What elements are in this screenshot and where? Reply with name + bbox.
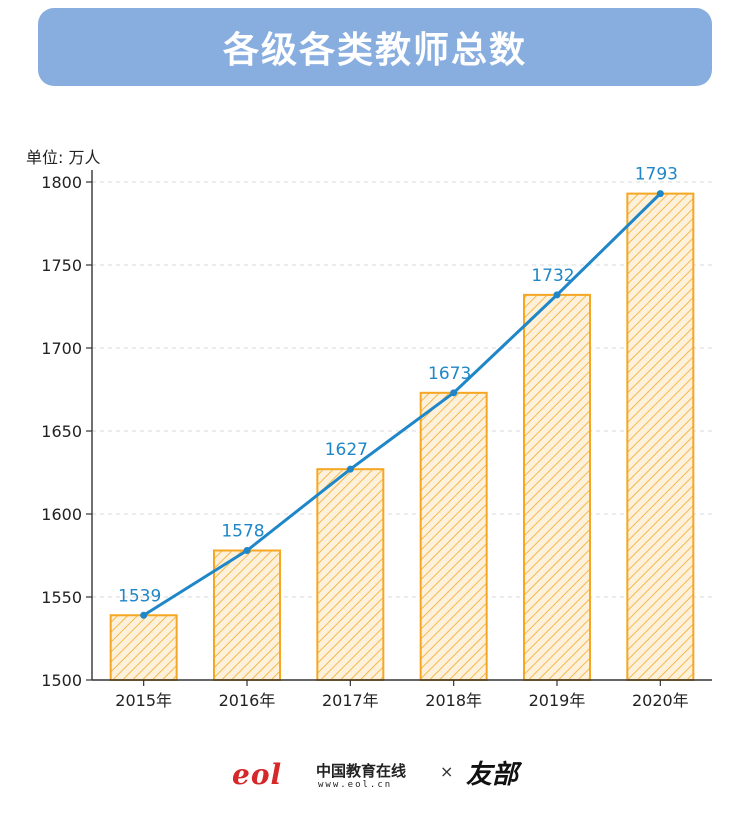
value-label: 1732 <box>531 266 574 286</box>
value-label: 1793 <box>635 165 678 185</box>
value-label: 1578 <box>221 522 264 542</box>
y-axis-ticks: 1500 1550 1600 1650 1700 1750 1800 <box>41 173 92 690</box>
bar <box>626 192 695 681</box>
chart-title: 各级各类教师总数 <box>222 30 527 71</box>
trend-point <box>450 389 458 397</box>
unit-label: 单位: 万人 <box>26 148 101 167</box>
x-tick-label: 2015年 <box>115 691 172 710</box>
bar <box>523 293 591 681</box>
value-label: 1539 <box>118 586 161 606</box>
y-tick-label: 1650 <box>41 422 82 441</box>
bars <box>109 192 695 682</box>
x-tick-label: 2020年 <box>632 691 689 710</box>
trend-polyline <box>142 192 662 617</box>
y-tick-label: 1600 <box>41 505 82 524</box>
footer: eol 中国教育在线 www.eol.cn × 友部 <box>0 748 750 808</box>
bar <box>419 391 488 681</box>
value-label: 1627 <box>325 440 368 460</box>
trend-point <box>656 190 664 198</box>
bar <box>213 549 281 682</box>
trend-point <box>140 611 148 619</box>
y-tick-label: 1750 <box>41 256 82 275</box>
times-sign: × <box>440 762 454 781</box>
y-tick-label: 1800 <box>41 173 82 192</box>
trend-point <box>553 291 561 299</box>
y-tick-label: 1550 <box>41 588 82 607</box>
bar <box>109 614 178 682</box>
partner-logo: 友部 <box>466 760 519 790</box>
org-name: 中国教育在线 <box>316 762 407 780</box>
trend-point <box>346 465 354 473</box>
x-tick-label: 2016年 <box>219 691 276 710</box>
x-tick-label: 2017年 <box>322 691 379 710</box>
y-tick-label: 1500 <box>41 671 82 690</box>
y-tick-label: 1700 <box>41 339 82 358</box>
x-tick-label: 2019年 <box>529 691 586 710</box>
eol-logo: eol <box>232 758 283 791</box>
grid-lines <box>92 181 712 598</box>
trend-line <box>140 190 664 619</box>
axes <box>91 170 712 681</box>
value-label: 1673 <box>428 364 471 384</box>
x-tick-label: 2018年 <box>425 691 482 710</box>
trend-point <box>243 547 251 555</box>
x-axis-ticks: 2015年 2016年 2017年 2018年 2019年 2020年 <box>115 680 689 710</box>
title-banner: 各级各类教师总数 <box>38 8 712 86</box>
org-url: www.eol.cn <box>318 780 393 790</box>
bar <box>316 468 385 681</box>
value-labels: 1539 1578 1627 1673 1732 1793 <box>118 165 678 607</box>
